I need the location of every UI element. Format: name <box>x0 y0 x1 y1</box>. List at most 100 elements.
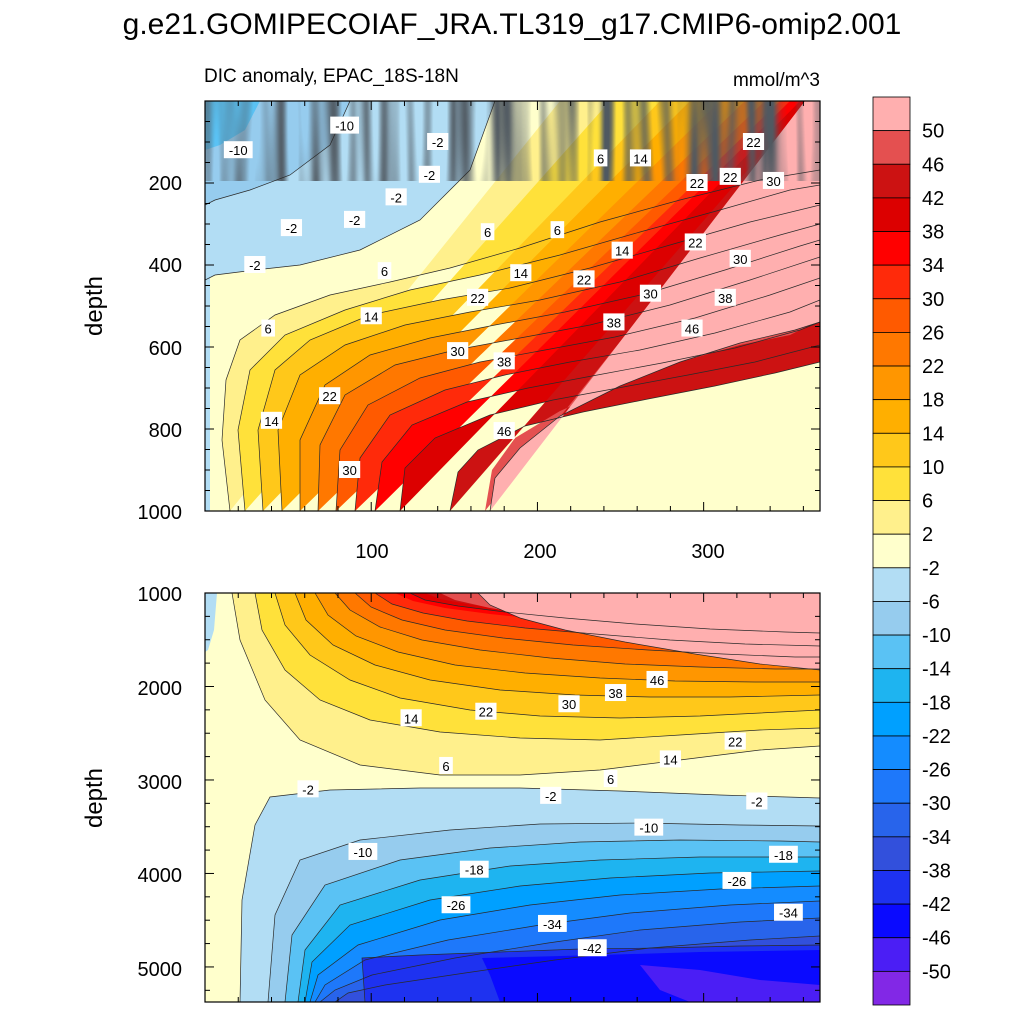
contour-label: 14 <box>510 264 532 282</box>
colorbar-swatch <box>872 567 911 602</box>
contour-label-text: 6 <box>442 759 449 774</box>
contour-label-box <box>493 352 515 370</box>
contour-label-text: -34 <box>779 906 798 921</box>
contour-label: 22 <box>684 233 706 251</box>
lower-ytick-label: 4000 <box>138 865 183 887</box>
colorbar-swatch <box>872 903 911 939</box>
contour-label: -2 <box>418 165 440 183</box>
contour-label-box <box>339 461 361 478</box>
colorbar-label: -22 <box>922 726 951 748</box>
contour-label: 30 <box>729 249 751 267</box>
colorbar-swatch <box>872 500 911 535</box>
lower-ytick-label: 3000 <box>138 772 183 794</box>
contour-label-text: 30 <box>562 697 576 712</box>
contour-label-text: 30 <box>643 287 657 302</box>
contour-label: 22 <box>724 732 746 750</box>
colorbar-swatch <box>872 735 911 770</box>
lower-axis-ticks <box>205 592 820 1002</box>
contour-label-box <box>774 903 803 921</box>
contour-label-box <box>260 411 283 429</box>
contour-label-box <box>629 149 652 167</box>
contour-label-box <box>604 684 627 702</box>
contour-label: 38 <box>493 352 515 370</box>
contour-label-box <box>280 219 303 237</box>
contour-label-text: 38 <box>718 291 732 306</box>
upper-contour-lines <box>205 101 820 511</box>
contour-label-text: -10 <box>639 821 658 836</box>
contour-label: 22 <box>686 174 708 191</box>
contour-label-box <box>427 133 449 150</box>
colorbar-swatch <box>872 466 911 501</box>
contour-label: 30 <box>762 171 785 189</box>
contour-label-text: 46 <box>685 322 699 337</box>
contour-label: 22 <box>719 167 741 185</box>
contour-label-box <box>297 780 319 798</box>
contour-label-box <box>746 792 768 810</box>
contour-label-text: 22 <box>322 389 336 404</box>
colorbar-label: 22 <box>922 356 944 378</box>
contour-label: -2 <box>280 219 303 237</box>
panel-variable-label: DIC anomaly, EPAC_18S-18N <box>204 66 459 87</box>
colorbar-swatch <box>872 399 911 434</box>
colorbar-label: 18 <box>922 390 944 412</box>
colorbar-swatch <box>872 634 911 670</box>
contour-label-box <box>400 709 422 727</box>
contour-label-text: -2 <box>302 782 314 797</box>
region-level-m46 <box>640 965 820 1002</box>
contour-label-text: 30 <box>342 463 356 478</box>
colorbar-label: 2 <box>922 524 933 546</box>
colorbar-label: 34 <box>922 255 944 277</box>
contour-label-box <box>540 786 562 804</box>
contour-label: 22 <box>573 270 595 288</box>
contour-label-box <box>742 133 765 150</box>
contour-label: 22 <box>466 288 489 306</box>
contour-label-box <box>573 270 595 288</box>
contour-label-box <box>611 241 633 259</box>
contour-label-box <box>459 860 489 878</box>
lower-y-axis-label: depth <box>81 768 108 828</box>
contour-label-text: 14 <box>514 266 528 281</box>
contour-label-text: 30 <box>450 344 464 359</box>
contour-label-text: 6 <box>381 264 388 279</box>
contour-label-text: -2 <box>545 789 557 804</box>
contour-label: 38 <box>603 313 625 331</box>
colorbar-swatch <box>872 163 911 199</box>
upper-contour-labels: -10 -10 -2 -2 -2 -2 -2 -2 6 14 22 22 30 22 6 6 14 22 30 14 2… <box>223 116 785 478</box>
contour-label: 14 <box>611 241 633 259</box>
contour-label: 6 <box>603 770 618 788</box>
contour-label-box <box>537 914 567 932</box>
contour-label-box <box>659 750 682 768</box>
contour-label: -10 <box>223 141 253 159</box>
upper-ytick-label: 200 <box>149 173 182 195</box>
contour-label: -10 <box>348 842 378 860</box>
upper-contour-field <box>205 101 820 511</box>
contour-label: 6 <box>261 319 275 337</box>
lower-plot-frame <box>204 592 821 1003</box>
contour-label-box <box>769 845 798 863</box>
contour-label-box <box>719 167 741 185</box>
contour-label-text: 14 <box>663 752 677 767</box>
colorbar-label: -30 <box>922 793 951 815</box>
colorbar-swatch <box>872 937 911 972</box>
contour-label: 30 <box>339 461 361 478</box>
contour-label: 6 <box>439 756 453 774</box>
contour-label-box <box>686 174 708 191</box>
contour-label: 46 <box>681 319 703 337</box>
contour-label: -2 <box>385 188 407 206</box>
contour-label-box <box>480 223 495 241</box>
lower-panel: 46 38 30 22 14 22 14 6 6 -2 -2 -2 -10 -10 -18 -18 -26 -26… <box>81 584 821 1003</box>
contour-label-text: 22 <box>690 176 704 191</box>
contour-label-box <box>348 842 378 860</box>
contour-label-box <box>603 770 618 788</box>
xtick-label: 200 <box>523 541 556 563</box>
colorbar-swatch <box>872 533 911 569</box>
contour-label-text: 14 <box>404 711 418 726</box>
contour-label-box <box>330 116 360 134</box>
contour-label-box <box>261 319 275 337</box>
contour-label: 14 <box>400 709 422 727</box>
contour-label: 30 <box>447 342 469 360</box>
upper-ytick-label: 1000 <box>138 502 183 524</box>
contour-label: -18 <box>769 845 798 863</box>
xtick-label: 300 <box>691 541 724 563</box>
lower-contour-field <box>205 593 820 1002</box>
